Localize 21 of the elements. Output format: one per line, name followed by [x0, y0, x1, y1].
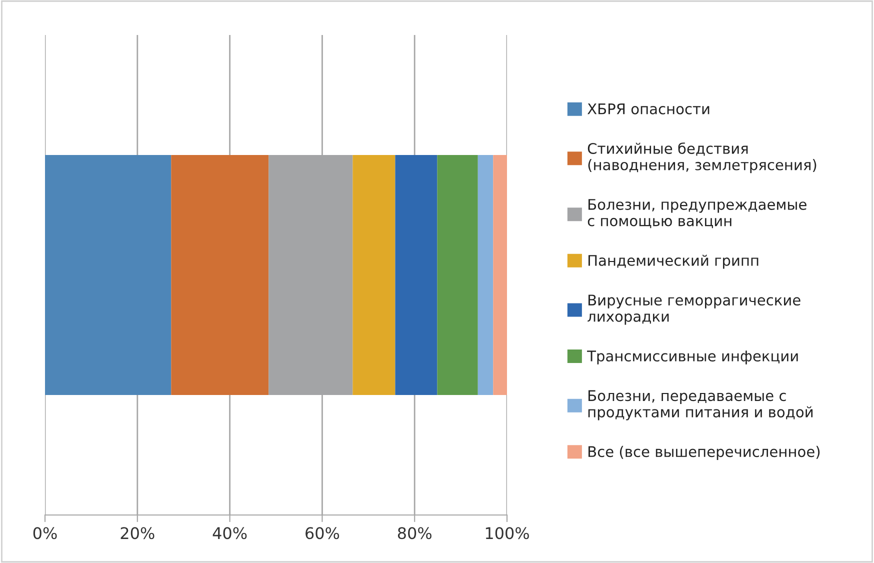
legend-label: Пандемический грипп: [588, 254, 758, 269]
bar: [352, 155, 396, 395]
x-tick-label: 80%: [398, 527, 432, 540]
x-tick-label: 60%: [306, 527, 340, 540]
bar: [493, 155, 507, 395]
bar: [395, 155, 438, 395]
x-tick-label: 20%: [120, 527, 154, 540]
bar: [171, 155, 269, 395]
legend-label: Вирусные геморрагические лихорадки: [588, 294, 800, 325]
bar: [437, 155, 478, 395]
x-tick-label: 40%: [212, 527, 247, 540]
x-tick-label: 100%: [486, 527, 529, 540]
legend-label: ХБРЯ опасности: [588, 104, 710, 114]
legend-label: Все (все вышеперечисленное): [588, 446, 820, 460]
bar: [45, 155, 172, 395]
x-tick-label: 0%: [33, 527, 57, 540]
legend-label: Болезни, передаваемые с продуктами питания и водой: [588, 390, 813, 420]
legend-label: Трансмиссивные инфекции: [587, 350, 798, 364]
bar: [478, 155, 494, 395]
legend-label: Стихийные бедствия (наводнения, землетрясения): [588, 142, 816, 174]
legend-label: Болезни, предупреждаемые с помощью вакцин: [588, 199, 806, 228]
